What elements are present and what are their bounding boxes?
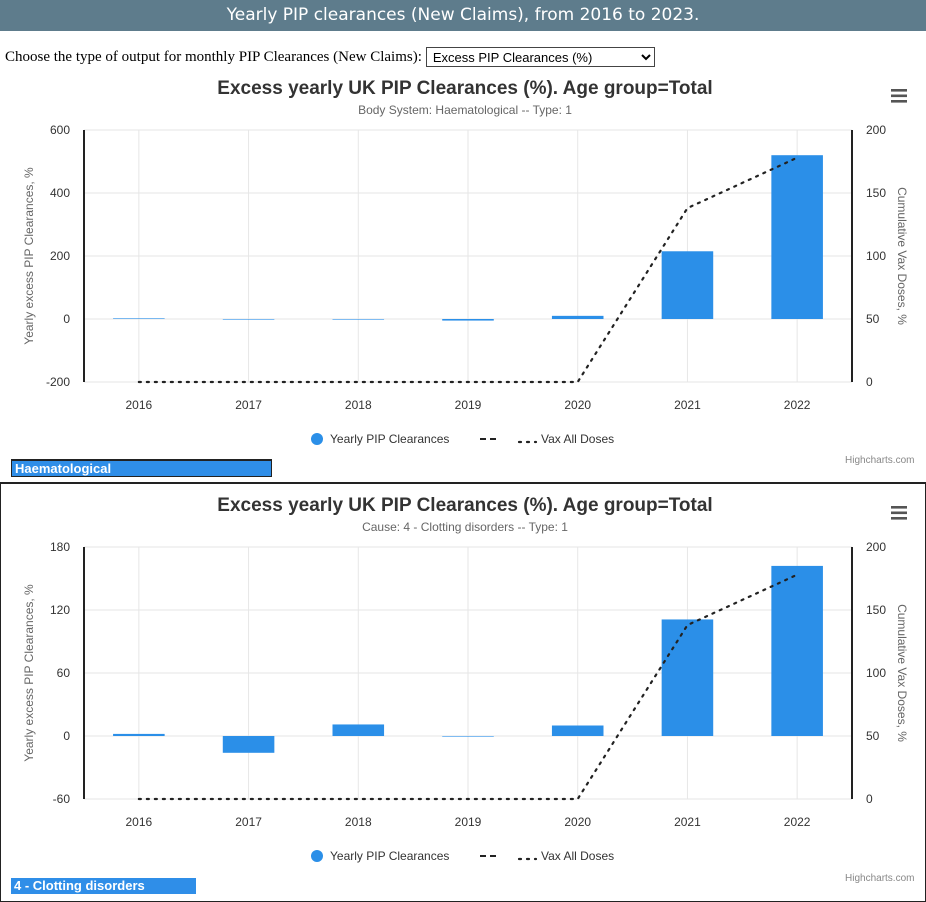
x-tick-label: 2021: [674, 815, 701, 829]
y2-tick-label: 100: [866, 249, 886, 263]
x-tick-label: 2020: [564, 398, 591, 412]
chart-menu-button[interactable]: [886, 503, 912, 523]
x-tick-label: 2016: [126, 815, 153, 829]
legend-item: Yearly PIP Clearances: [330, 432, 449, 446]
x-tick-label: 2020: [564, 815, 591, 829]
chart-menu-button[interactable]: [886, 86, 912, 106]
y2-tick-label: 100: [866, 666, 886, 680]
vax-line: [137, 573, 799, 801]
data-bar: [222, 736, 275, 753]
x-tick-label: 2022: [784, 398, 811, 412]
data-bar: [332, 319, 385, 320]
legend-item: Vax All Doses: [541, 849, 614, 863]
x-tick-label: 2019: [455, 398, 482, 412]
y2-tick-label: 0: [866, 792, 873, 806]
x-tick-label: 2018: [345, 815, 372, 829]
chart-svg: Excess yearly UK PIP Clearances (%). Age…: [22, 495, 909, 863]
y-tick-label: 120: [50, 603, 70, 617]
y2-axis-title: Cumulative Vax Doses, %: [895, 187, 909, 325]
data-bar: [661, 251, 714, 319]
y-tick-label: 600: [50, 123, 70, 137]
y-tick-label: -200: [46, 375, 70, 389]
legend-item: Vax All Doses: [541, 432, 614, 446]
y-axis-title: Yearly excess PIP Clearances, %: [22, 584, 36, 762]
hamburger-menu-icon: [891, 506, 907, 520]
data-bar: [551, 725, 604, 736]
data-bar: [771, 565, 823, 736]
x-tick-label: 2017: [235, 398, 262, 412]
chart-svg: Excess yearly UK PIP Clearances (%). Age…: [22, 78, 909, 446]
chart-subtitle: Cause: 4 - Clotting disorders -- Type: 1: [362, 520, 568, 534]
x-tick-label: 2016: [126, 398, 153, 412]
output-type-select[interactable]: Excess PIP Clearances (%): [425, 47, 655, 67]
x-tick-label: 2018: [345, 398, 372, 412]
x-tick-label: 2019: [455, 815, 482, 829]
output-type-label: Choose the type of output for monthly PI…: [5, 48, 422, 65]
y2-tick-label: 0: [866, 375, 873, 389]
data-bar: [551, 315, 604, 319]
highcharts-credit[interactable]: Highcharts.com: [845, 873, 915, 884]
data-bar: [113, 318, 165, 319]
data-bar: [442, 736, 494, 737]
y-tick-label: 0: [63, 729, 70, 743]
legend-marker: [311, 850, 323, 862]
legend-item: Yearly PIP Clearances: [330, 849, 449, 863]
y-tick-label: 0: [63, 312, 70, 326]
y2-tick-label: 200: [866, 540, 886, 554]
data-bar: [113, 733, 165, 736]
y-tick-label: 400: [50, 186, 70, 200]
hamburger-menu-icon: [891, 89, 907, 103]
data-bar: [222, 319, 275, 320]
y2-tick-label: 200: [866, 123, 886, 137]
y-tick-label: -60: [53, 792, 71, 806]
y-tick-label: 200: [50, 249, 70, 263]
x-tick-label: 2017: [235, 815, 262, 829]
chart-haematological: Excess yearly UK PIP Clearances (%). Age…: [0, 74, 926, 474]
chart-title: Excess yearly UK PIP Clearances (%). Age…: [217, 495, 712, 516]
y2-tick-label: 150: [866, 186, 886, 200]
data-bar: [661, 619, 714, 736]
page-banner-title: Yearly PIP clearances (New Claims), from…: [0, 0, 926, 31]
y-tick-label: 60: [57, 666, 71, 680]
y-tick-label: 180: [50, 540, 70, 554]
x-tick-label: 2021: [674, 398, 701, 412]
x-tick-label: 2022: [784, 815, 811, 829]
chart-clotting-disorders: Excess yearly UK PIP Clearances (%). Age…: [0, 491, 926, 891]
y2-tick-label: 50: [866, 729, 880, 743]
chart-subtitle: Body System: Haematological -- Type: 1: [358, 103, 572, 117]
vax-line: [137, 156, 799, 384]
data-bar: [332, 724, 385, 736]
y-axis-title: Yearly excess PIP Clearances, %: [22, 167, 36, 345]
data-bar: [442, 319, 494, 321]
legend-marker: [311, 433, 323, 445]
y2-tick-label: 150: [866, 603, 886, 617]
chart-title: Excess yearly UK PIP Clearances (%). Age…: [217, 78, 712, 99]
highcharts-credit[interactable]: Highcharts.com: [845, 455, 915, 466]
cause-label-bar: 4 - Clotting disorders: [11, 878, 196, 894]
data-bar: [771, 155, 823, 319]
y2-tick-label: 50: [866, 312, 880, 326]
body-system-label-bar: Haematological: [11, 459, 272, 477]
y2-axis-title: Cumulative Vax Doses, %: [895, 604, 909, 742]
output-type-control: Choose the type of output for monthly PI…: [5, 45, 655, 69]
